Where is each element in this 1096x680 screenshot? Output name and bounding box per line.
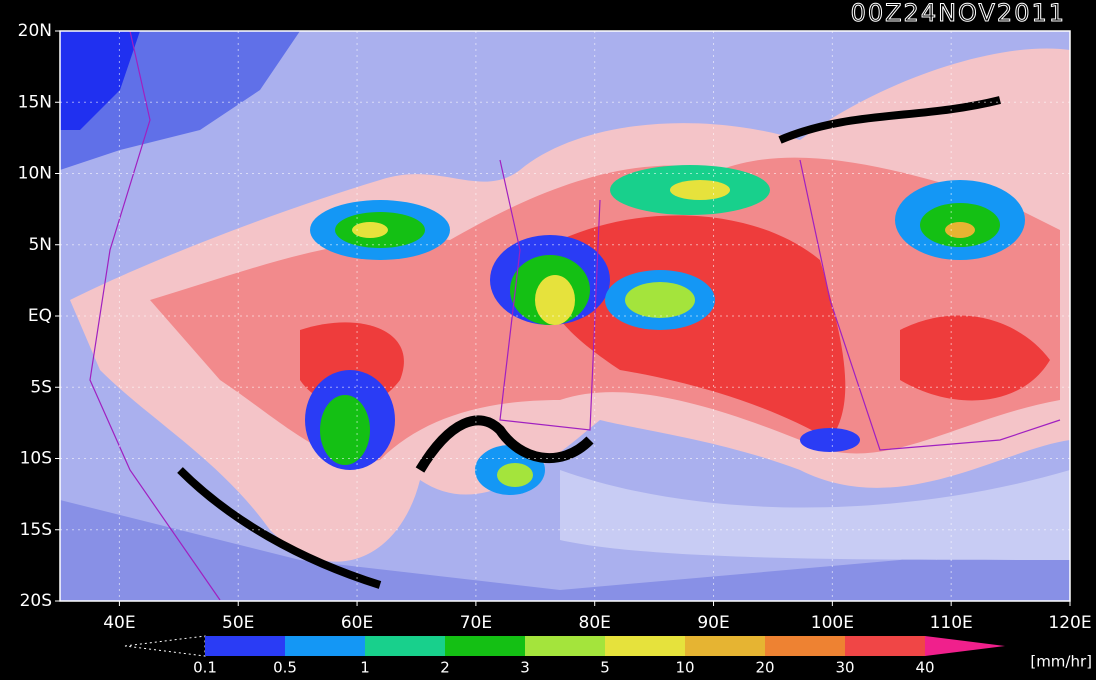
lon-tick-label: 40E xyxy=(103,613,135,633)
coastline xyxy=(89,31,1061,601)
lat-tick-label: EQ xyxy=(28,306,52,326)
dry-region xyxy=(60,31,140,130)
colorbar-segment xyxy=(845,636,925,656)
colorbar-unit: [mm/hr] xyxy=(1030,653,1092,671)
lat-tick-label: 15S xyxy=(20,520,52,540)
convective-cells xyxy=(305,165,1025,495)
lon-tick-label: 60E xyxy=(341,613,373,633)
colorbar: 0.1 0.5 1 2 3 5 10 20 30 40 [mm/hr] xyxy=(124,635,1092,677)
lon-tick-label: 100E xyxy=(811,613,854,633)
colorbar-label: 2 xyxy=(440,659,450,677)
colorbar-label: 40 xyxy=(915,659,934,677)
colorbar-segment xyxy=(765,636,845,656)
graticule xyxy=(60,31,1070,601)
no-data-band xyxy=(415,415,594,473)
lat-tick-label: 20S xyxy=(20,591,52,611)
colorbar-label: 5 xyxy=(600,659,610,677)
colorbar-segment xyxy=(365,636,445,656)
lat-tick-label: 10S xyxy=(20,449,52,469)
lat-tick-label: 10N xyxy=(18,164,52,184)
no-data-band xyxy=(778,96,1001,144)
colorbar-label: 1 xyxy=(360,659,370,677)
colorbar-segment xyxy=(205,636,285,656)
dry-region xyxy=(60,500,1070,601)
axes: 20N 15N 10N 5N EQ 5S 10S 15S 20S 40E 50E 60E 70E 80E 9… xyxy=(18,21,1092,633)
colorbar-label: 20 xyxy=(755,659,774,677)
lat-tick-label: 15N xyxy=(18,92,52,112)
heavy-region xyxy=(543,215,846,440)
colorbar-segment xyxy=(285,636,365,656)
heavy-region xyxy=(900,315,1050,401)
precipitation-field xyxy=(60,31,1070,601)
lon-tick-label: 70E xyxy=(460,613,492,633)
lon-tick-label: 120E xyxy=(1048,613,1091,633)
lon-tick-label: 110E xyxy=(930,613,973,633)
no-data-band xyxy=(177,467,382,589)
lat-tick-label: 20N xyxy=(18,21,52,41)
colorbar-label: 3 xyxy=(520,659,530,677)
colorbar-segment xyxy=(445,636,525,656)
lat-tick-label: 5S xyxy=(30,377,52,397)
light-region xyxy=(560,470,1070,560)
lon-tick-label: 80E xyxy=(579,613,611,633)
colorbar-over-triangle xyxy=(925,636,1005,656)
colorbar-segment xyxy=(685,636,765,656)
colorbar-label: 10 xyxy=(675,659,694,677)
colorbar-label: 0.5 xyxy=(273,659,297,677)
map-title: 00Z24NOV2011 xyxy=(851,0,1066,27)
lon-tick-label: 50E xyxy=(222,613,254,633)
colorbar-segment xyxy=(605,636,685,656)
lon-tick-label: 90E xyxy=(697,613,729,633)
colorbar-under-triangle xyxy=(124,635,206,657)
colorbar-label: 30 xyxy=(835,659,854,677)
lat-tick-label: 5N xyxy=(28,235,52,255)
colorbar-label: 0.1 xyxy=(193,659,217,677)
colorbar-segment xyxy=(525,636,605,656)
